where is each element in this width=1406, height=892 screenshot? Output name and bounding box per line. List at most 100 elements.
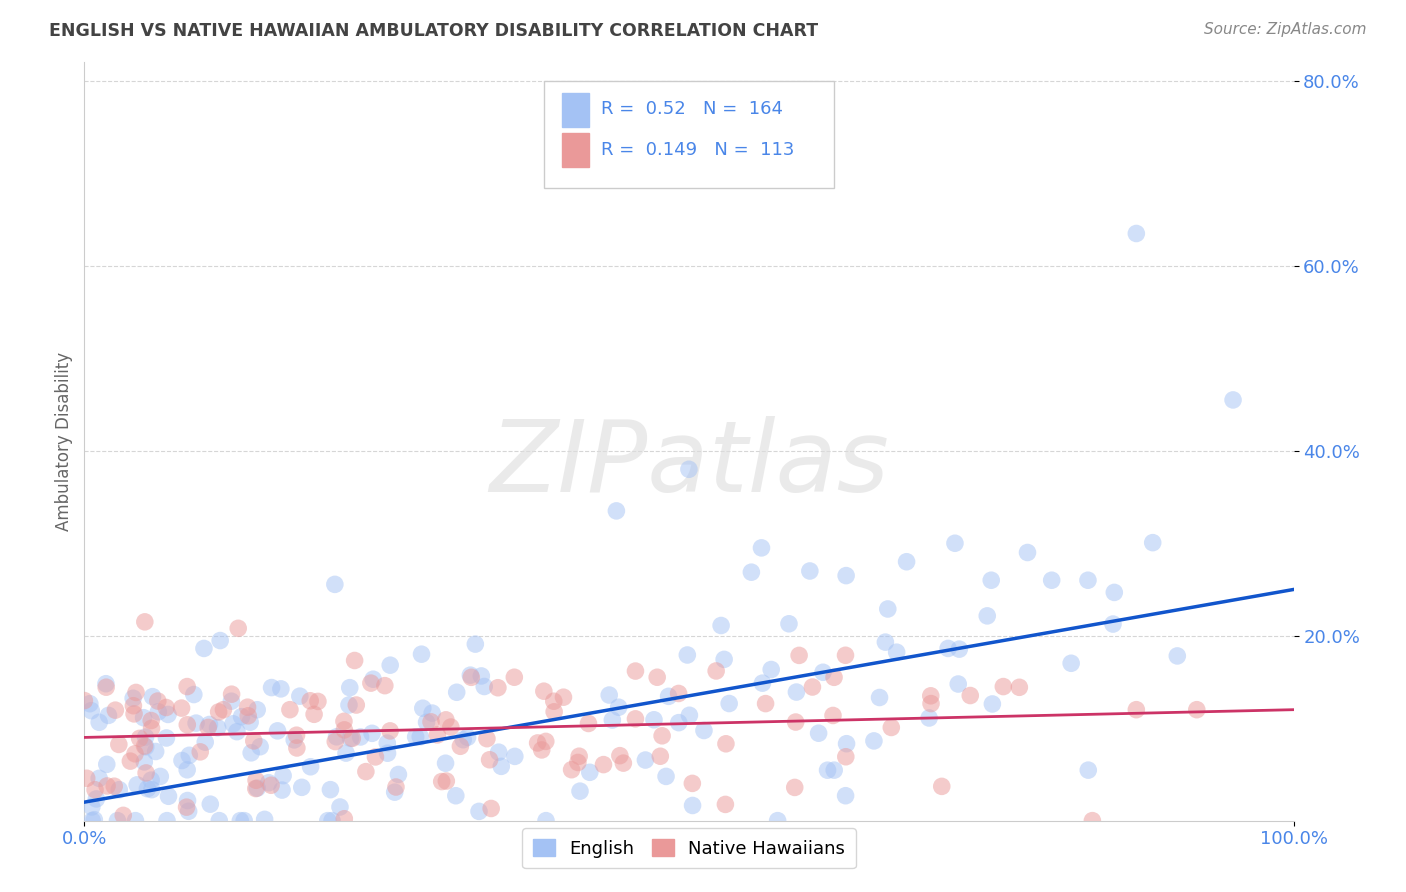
Point: [1125, 227, 1147, 241]
Point: [285, 741, 308, 756]
Point: [486, 681, 509, 695]
Point: [936, 641, 959, 656]
Point: [491, 759, 513, 773]
Point: [239, 715, 262, 730]
Point: [83, 813, 105, 827]
Point: [207, 721, 229, 735]
Point: [385, 780, 408, 794]
Point: [141, 782, 163, 797]
Point: [141, 714, 163, 728]
Point: [411, 647, 433, 661]
Point: [299, 760, 322, 774]
Point: [835, 568, 858, 582]
Point: [135, 766, 157, 780]
Point: [835, 737, 858, 751]
Point: [221, 694, 243, 708]
Point: [179, 748, 201, 763]
Point: [658, 690, 681, 704]
Point: [170, 701, 193, 715]
Point: [655, 769, 678, 783]
Point: [682, 798, 704, 813]
Point: [451, 732, 474, 747]
Point: [122, 691, 145, 706]
Point: [568, 749, 591, 764]
Point: [434, 756, 457, 771]
Point: [208, 705, 231, 719]
Point: [678, 708, 700, 723]
Point: [333, 714, 356, 729]
Point: [409, 730, 432, 744]
Point: [76, 772, 98, 786]
Point: [668, 686, 690, 700]
Point: [896, 555, 918, 569]
Point: [1060, 657, 1083, 671]
Point: [222, 716, 245, 731]
Point: [778, 616, 800, 631]
Point: [122, 698, 145, 713]
Point: [863, 734, 886, 748]
Point: [1125, 703, 1147, 717]
Point: [931, 780, 953, 794]
Point: [1077, 573, 1099, 587]
Point: [553, 690, 575, 705]
Point: [457, 731, 479, 745]
Point: [378, 723, 401, 738]
Point: [170, 754, 193, 768]
Point: [578, 765, 600, 780]
Point: [740, 565, 762, 579]
Point: [134, 755, 156, 769]
Point: [79, 697, 101, 711]
Point: [103, 779, 125, 793]
Point: [440, 720, 463, 734]
Point: [149, 769, 172, 783]
Point: [146, 694, 169, 708]
Point: [96, 757, 118, 772]
Point: [124, 747, 146, 761]
Point: [1040, 573, 1063, 587]
Point: [488, 745, 510, 759]
Point: [288, 689, 311, 703]
Point: [981, 697, 1004, 711]
Point: [650, 749, 672, 764]
Point: [821, 708, 844, 723]
Point: [645, 670, 668, 684]
Point: [533, 684, 555, 698]
Point: [460, 668, 482, 682]
Point: [112, 808, 135, 822]
Point: [249, 739, 271, 754]
Point: [834, 789, 856, 803]
Point: [384, 785, 406, 799]
Point: [107, 814, 129, 828]
Point: [141, 722, 163, 736]
Point: [976, 608, 998, 623]
Point: [108, 782, 131, 797]
Point: [578, 716, 600, 731]
Point: [120, 754, 142, 768]
Point: [543, 694, 565, 708]
Point: [420, 714, 443, 729]
Point: [82, 814, 104, 828]
Point: [364, 750, 387, 764]
Point: [245, 781, 267, 796]
Point: [125, 685, 148, 699]
Point: [761, 663, 783, 677]
Point: [643, 713, 665, 727]
Point: [157, 707, 180, 722]
Point: [257, 776, 280, 790]
Point: [73, 693, 96, 707]
Point: [710, 618, 733, 632]
Point: [321, 814, 343, 828]
Point: [80, 800, 103, 814]
Point: [233, 814, 256, 828]
Point: [323, 734, 346, 748]
Point: [136, 781, 159, 796]
Point: [97, 708, 120, 723]
Point: [229, 814, 252, 828]
Point: [446, 685, 468, 699]
FancyBboxPatch shape: [544, 81, 834, 187]
Bar: [562, 93, 589, 127]
Point: [104, 703, 127, 717]
Point: [360, 676, 382, 690]
Point: [155, 731, 177, 745]
Point: [135, 730, 157, 744]
